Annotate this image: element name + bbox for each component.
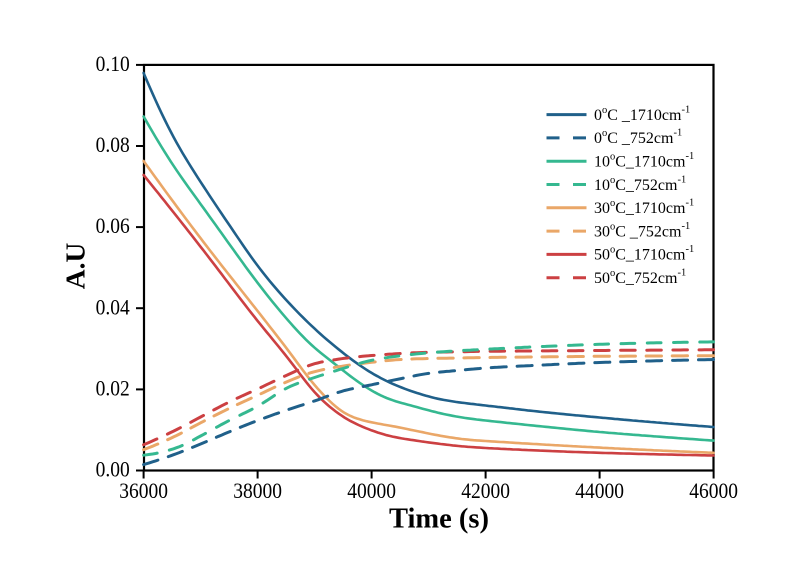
svg-text:0.10: 0.10 <box>96 52 130 76</box>
svg-text:10oC_1710cm-1: 10oC_1710cm-1 <box>594 151 694 171</box>
svg-text:40000: 40000 <box>347 479 396 503</box>
svg-text:0.04: 0.04 <box>96 295 131 319</box>
svg-text:50oC_1710cm-1: 50oC_1710cm-1 <box>594 244 694 264</box>
svg-text:0.02: 0.02 <box>96 376 130 400</box>
svg-text:0oC _752cm-1: 0oC _752cm-1 <box>594 128 682 148</box>
svg-text:36000: 36000 <box>119 479 168 503</box>
svg-text:42000: 42000 <box>461 479 510 503</box>
svg-text:44000: 44000 <box>575 479 624 503</box>
svg-text:0oC _1710cm-1: 0oC _1710cm-1 <box>594 104 690 124</box>
svg-text:0.08: 0.08 <box>96 133 130 157</box>
svg-text:Time (s): Time (s) <box>389 504 489 535</box>
svg-text:38000: 38000 <box>233 479 282 503</box>
svg-text:30oC_1710cm-1: 30oC_1710cm-1 <box>594 198 694 218</box>
svg-text:10oC_752cm-1: 10oC_752cm-1 <box>594 174 686 194</box>
svg-text:A.U: A.U <box>60 243 91 290</box>
svg-text:30oC _752cm-1: 30oC _752cm-1 <box>594 221 690 241</box>
svg-text:50oC_752cm-1: 50oC_752cm-1 <box>594 268 686 288</box>
svg-text:46000: 46000 <box>689 479 738 503</box>
svg-text:0.00: 0.00 <box>96 458 130 482</box>
svg-text:0.06: 0.06 <box>96 214 130 238</box>
